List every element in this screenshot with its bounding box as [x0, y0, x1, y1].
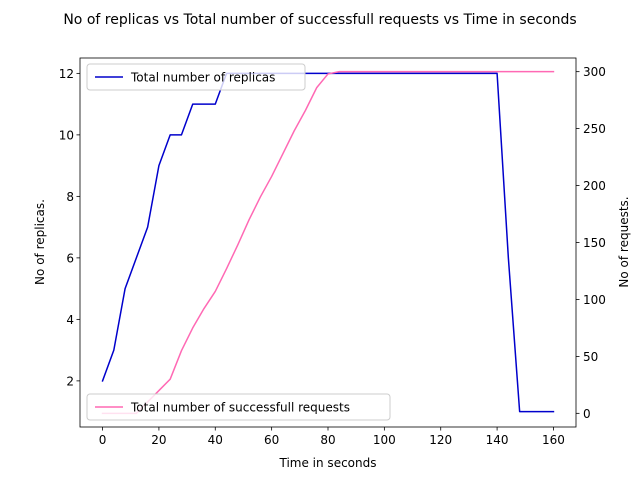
- y-tick-label-right: 100: [583, 293, 606, 307]
- y-axis-label-left: No of replicas.: [33, 199, 47, 285]
- y-tick-label-left: 6: [66, 251, 74, 265]
- y-tick-label-right: 200: [583, 179, 606, 193]
- legend-replicas: Total number of replicas: [86, 63, 306, 91]
- x-tick-label: 0: [99, 433, 107, 447]
- y-tick-label-right: 300: [583, 65, 606, 79]
- plot-area: 0 20 40 60 80 100 120 140 1602468101205010015020…: [59, 57, 606, 447]
- legend-requests: Total number of successfull requests: [86, 393, 391, 421]
- y-tick-label-right: 150: [583, 236, 606, 250]
- x-tick-label: 80: [320, 433, 335, 447]
- y-tick-label-left: 10: [59, 128, 74, 142]
- chart-title: No of replicas vs Total number of succes…: [63, 12, 576, 28]
- legend-box: [86, 63, 306, 91]
- y-tick-label-left: 2: [66, 374, 74, 388]
- x-tick-label: 60: [264, 433, 279, 447]
- y-axis-label-right: No of requests.: [617, 196, 631, 287]
- legend-label: Total number of successfull requests: [130, 401, 350, 415]
- y-tick-label-right: 50: [583, 350, 598, 364]
- y-tick-label-left: 12: [59, 67, 74, 81]
- x-tick-label: 160: [542, 433, 565, 447]
- y-tick-label-left: 8: [66, 190, 74, 204]
- legend-label: Total number of replicas: [130, 71, 275, 85]
- y-tick-label-left: 4: [66, 313, 74, 327]
- x-tick-label: 20: [151, 433, 166, 447]
- x-tick-label: 120: [429, 433, 452, 447]
- x-tick-label: 100: [373, 433, 396, 447]
- legend-box: [86, 393, 391, 421]
- y-tick-label-right: 0: [583, 407, 591, 421]
- y-tick-label-right: 250: [583, 122, 606, 136]
- x-tick-label: 40: [208, 433, 223, 447]
- x-tick-label: 140: [486, 433, 509, 447]
- x-axis-label: Time in seconds: [279, 456, 377, 470]
